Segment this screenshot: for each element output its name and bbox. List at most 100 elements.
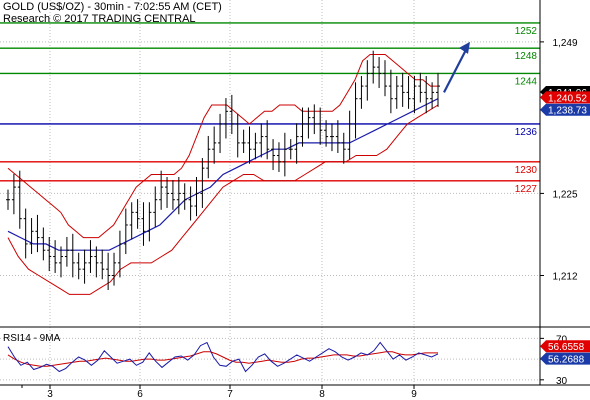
- price-bar: [329, 123, 334, 152]
- rsi-tick-label: 70: [556, 334, 568, 345]
- price-bar: [123, 208, 128, 255]
- price-bar: [394, 75, 399, 109]
- time-axis: 3 6 7 8 9: [0, 384, 590, 400]
- price-bar: [206, 135, 211, 179]
- price-red-badge-bg: [540, 91, 590, 104]
- rsi-red-badge: 56.6558: [540, 340, 590, 353]
- price-bar: [371, 50, 376, 84]
- price-red-badge-label: 1,240.52: [548, 93, 587, 104]
- price-bar: [312, 104, 317, 135]
- price-tick-label: 1,249: [552, 38, 577, 49]
- price-bar: [259, 123, 264, 158]
- price-bar: [59, 246, 64, 278]
- rsi-blue-badge-bg: [540, 352, 590, 365]
- arrow-shaft: [443, 47, 468, 93]
- price-bar: [382, 60, 387, 97]
- time-tick-label: 7: [227, 389, 233, 400]
- level-label-1252: 1252: [515, 26, 538, 37]
- price-bar: [170, 180, 175, 210]
- rsi-red-badge-label: 56.6558: [548, 342, 585, 353]
- price-bar: [53, 240, 58, 273]
- price-bar: [100, 249, 105, 280]
- price-bar: [200, 158, 205, 208]
- price-bars: [6, 50, 440, 291]
- price-bar: [153, 186, 158, 227]
- price-bar: [418, 72, 423, 103]
- price-bar: [235, 113, 240, 158]
- price-bar: [271, 139, 276, 171]
- price-bar: [430, 82, 435, 109]
- rsi-blue-badge-label: 56.2688: [548, 355, 585, 366]
- price-bar: [41, 227, 46, 261]
- chart-credit: Research © 2017 TRADING CENTRAL: [3, 13, 196, 25]
- level-label-1230: 1230: [515, 165, 538, 176]
- price-bar: [276, 142, 281, 172]
- level-label-1244: 1244: [515, 76, 538, 87]
- chart-title: GOLD (US$/OZ) - 30min - 7:02:55 AM (CET): [3, 1, 222, 13]
- price-bar: [229, 94, 234, 135]
- rsi-line: [7, 341, 439, 373]
- rsi-red-badge-bg: [540, 340, 590, 353]
- price-bar: [29, 218, 34, 255]
- price-tick-label: 1,225: [552, 189, 577, 200]
- price-bar: [64, 236, 69, 267]
- rsi-tick-label: 30: [556, 376, 568, 387]
- price-bar: [17, 170, 22, 229]
- price-badges: 1,241.061,240.521,238.73: [540, 86, 590, 117]
- moving-average-line: [7, 98, 439, 251]
- price-bar: [223, 98, 228, 139]
- time-tick-label: 3: [47, 389, 53, 400]
- price-tick-label: 1,212: [552, 271, 577, 282]
- price-bar: [117, 230, 122, 278]
- price-bar: [412, 75, 417, 114]
- price-bar: [424, 75, 429, 114]
- price-bar: [324, 120, 329, 147]
- price-bar: [112, 252, 117, 286]
- price-bar: [88, 240, 93, 273]
- price-bar: [282, 132, 287, 177]
- bollinger-upper-line: [7, 54, 438, 239]
- price-bar: [76, 252, 81, 280]
- price-bar: [159, 170, 164, 210]
- price-grid: [0, 0, 540, 385]
- price-bar: [182, 183, 187, 210]
- price-axis: 1,249 1,225 1,212: [0, 0, 590, 385]
- arrow-head: [459, 41, 470, 54]
- price-bar: [176, 176, 181, 215]
- price-bar: [377, 57, 382, 88]
- time-tick-label: 9: [411, 389, 417, 400]
- price-bar: [265, 120, 270, 160]
- level-label-1248: 1248: [515, 51, 538, 62]
- price-bar: [341, 132, 346, 164]
- price-bar: [400, 72, 405, 107]
- price-bar: [23, 208, 28, 259]
- price-bar: [306, 107, 311, 139]
- price-red-badge: 1,240.52: [540, 91, 590, 104]
- rsi-title: RSI14 - 9MA: [3, 333, 61, 344]
- price-bar: [318, 107, 323, 145]
- price-bar: [335, 120, 340, 154]
- price-bar: [365, 60, 370, 101]
- price-bar: [35, 214, 40, 253]
- bollinger-lower-line: [7, 104, 439, 295]
- time-tick-label: 8: [319, 389, 325, 400]
- price-bar: [247, 126, 252, 164]
- price-bar: [94, 246, 99, 278]
- price-bar: [165, 176, 170, 208]
- moving-average: [7, 98, 439, 251]
- price-blue-badge-bg: [540, 103, 590, 116]
- price-bar: [288, 139, 293, 160]
- price-bar: [353, 82, 358, 139]
- price-bar: [141, 202, 146, 246]
- price-bar: [436, 72, 440, 107]
- price-bar: [212, 126, 217, 164]
- price-bar: [47, 236, 52, 272]
- price-bar: [359, 75, 364, 109]
- projection-arrow: [443, 41, 470, 93]
- price-blue-badge: 1,238.73: [540, 103, 590, 117]
- price-bar: [135, 199, 140, 229]
- price-bar: [218, 113, 223, 154]
- price-bar: [194, 176, 199, 217]
